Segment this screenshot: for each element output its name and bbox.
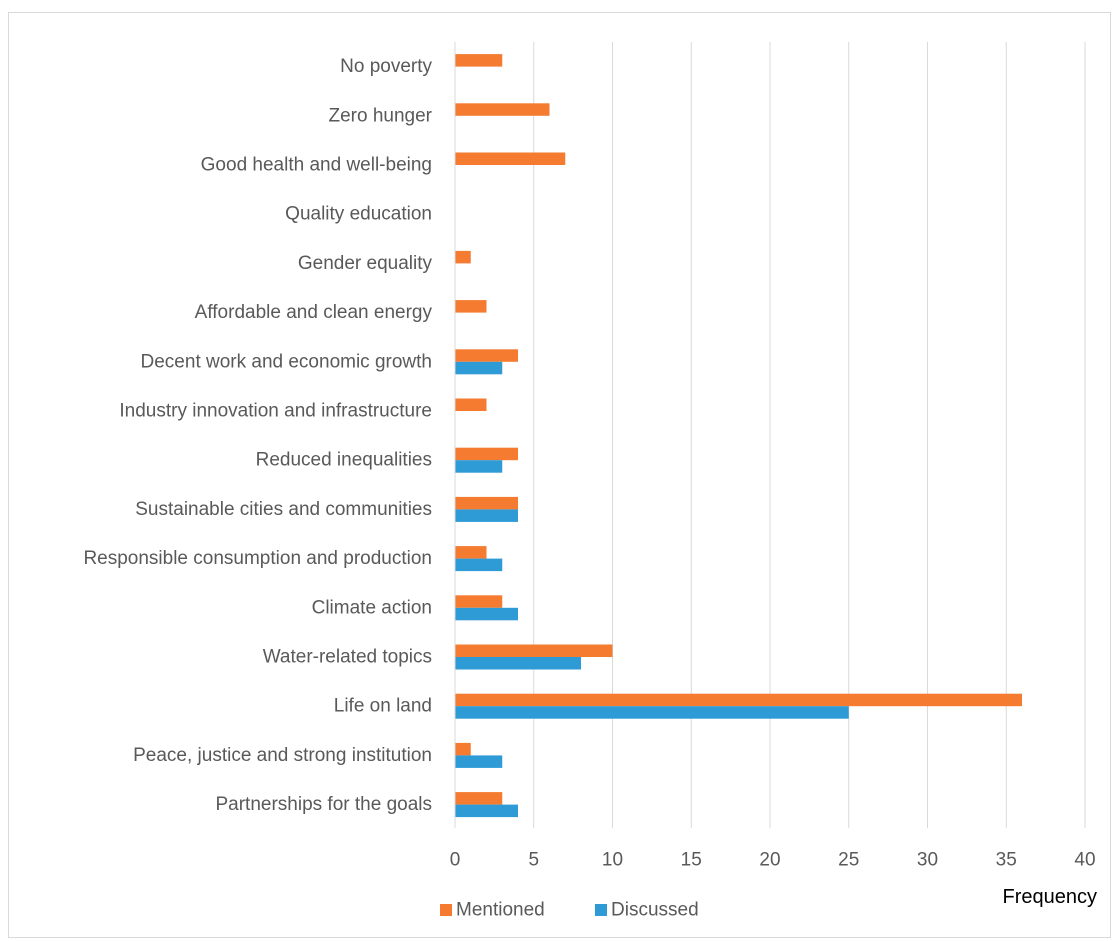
x-tick-label: 5 [528, 850, 539, 871]
x-tick-label: 25 [838, 850, 859, 871]
category-label: Reduced inequalities [256, 450, 432, 471]
bar-discussed [455, 706, 849, 719]
bar-mentioned [455, 792, 503, 805]
bar-mentioned [455, 742, 471, 756]
bar-discussed [455, 804, 518, 818]
bars [455, 54, 1022, 818]
bar-discussed [455, 657, 581, 670]
bar-discussed [455, 755, 503, 768]
bar-mentioned [455, 644, 613, 657]
legend-swatch-discussed [595, 904, 607, 916]
y-axis: No poverty Zero hunger Good health and wel… [83, 42, 456, 828]
bar-mentioned [455, 54, 503, 67]
legend-swatch-mentioned [440, 904, 452, 916]
category-label: Responsible consumption and production [83, 548, 432, 569]
chart-frame [8, 12, 1111, 938]
bar-mentioned [455, 595, 503, 608]
bar-mentioned [455, 152, 566, 165]
bar-mentioned [455, 250, 471, 264]
category-label: Zero hunger [328, 105, 432, 126]
category-label: Quality education [285, 204, 432, 225]
bar-discussed [455, 509, 518, 522]
bar-discussed [455, 460, 503, 473]
x-tick-label: 40 [1074, 850, 1095, 871]
bar-discussed [455, 361, 503, 375]
category-label: Climate action [312, 597, 432, 618]
category-label: Decent work and economic growth [141, 351, 432, 372]
bar-mentioned [455, 693, 1022, 707]
x-tick-label: 15 [681, 850, 702, 871]
category-label: Affordable and clean energy [195, 302, 433, 323]
x-axis-ticks: 0 5 10 15 20 25 30 35 40 [450, 850, 1096, 871]
legend-label-mentioned: Mentioned [456, 900, 545, 921]
category-label: Industry innovation and infrastructure [119, 401, 432, 422]
bar-mentioned [455, 349, 518, 362]
bar-mentioned [455, 398, 487, 411]
category-label: Gender equality [298, 253, 433, 274]
bar-mentioned [455, 103, 550, 116]
category-label: Sustainable cities and communities [135, 499, 432, 520]
bar-mentioned [455, 447, 518, 461]
category-label: Partnerships for the goals [215, 794, 432, 815]
x-tick-label: 30 [917, 850, 938, 871]
legend: Mentioned Discussed [440, 900, 699, 921]
x-tick-label: 35 [996, 850, 1017, 871]
bar-discussed [455, 607, 518, 621]
category-label: Good health and well-being [201, 155, 432, 176]
x-tick-label: 10 [602, 850, 623, 871]
category-label: Water-related topics [263, 647, 432, 668]
legend-label-discussed: Discussed [611, 900, 699, 921]
category-label: No poverty [340, 56, 432, 77]
category-label: Peace, justice and strong institution [133, 745, 432, 766]
x-tick-label: 20 [759, 850, 780, 871]
x-tick-label: 0 [450, 850, 461, 871]
bar-mentioned [455, 496, 518, 510]
bar-discussed [455, 558, 503, 572]
bar-mentioned [455, 300, 487, 313]
x-axis-title: Frequency [1003, 886, 1098, 908]
category-label: Life on land [334, 696, 432, 717]
bar-mentioned [455, 546, 487, 559]
